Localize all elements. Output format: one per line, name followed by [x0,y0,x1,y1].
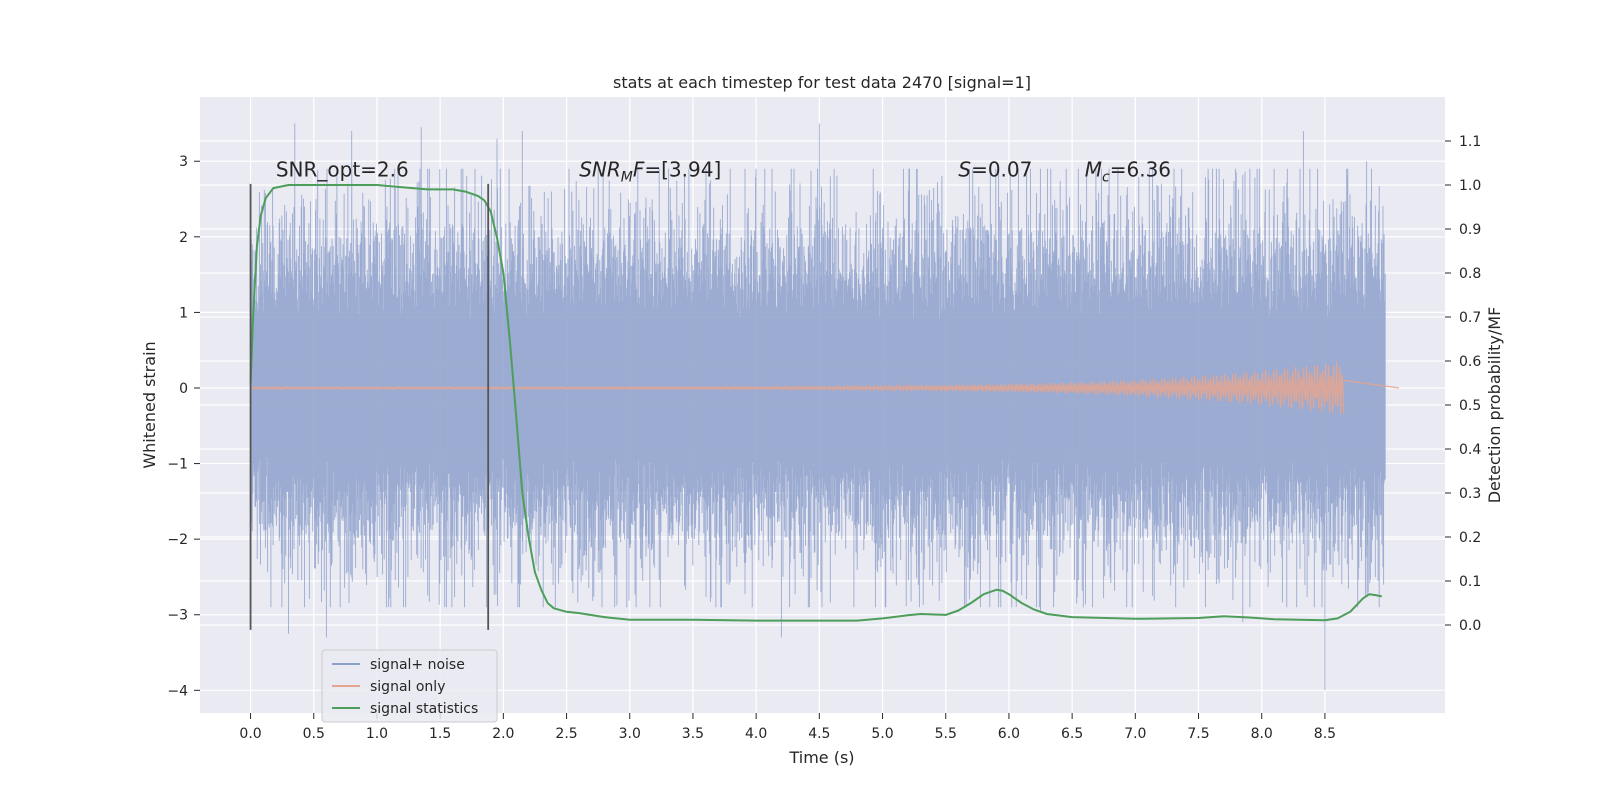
legend-label: signal only [370,679,445,695]
x-tick-label: 6.0 [998,726,1020,742]
legend-box [321,649,498,723]
y-right-tick-label: 0.1 [1459,574,1481,590]
annotations: SNR_opt=2.6 SNRMF=[3.94] S=0.07 Mc=6.36 [276,157,1171,185]
x-tick-label: 8.0 [1251,726,1273,742]
x-tick-label: 1.0 [366,726,388,742]
y-tick-label: 3 [179,154,188,170]
annotation-chirp-mass: Mc=6.36 [1085,157,1171,185]
x-tick-label: 5.0 [871,726,893,742]
x-tick-label: 0.5 [303,726,325,742]
y-right-tick-label: 1.0 [1459,178,1481,194]
vertical-lines [249,183,490,630]
y-right-tick-label: 0.6 [1459,354,1481,370]
y-axis-ticks: −4 −3 −2 −1 0 1 2 3 [167,154,200,699]
y-right-tick-label: 1.1 [1459,134,1481,150]
y-right-tick-label: 0.3 [1459,486,1481,502]
y-tick-label: −3 [167,608,188,624]
y-axis-title: Whitened strain [140,341,159,468]
y-right-tick-label: 0.4 [1459,442,1481,458]
x-tick-label: 0.0 [239,726,261,742]
legend: signal+ noise signal only signal statistic… [321,649,498,723]
y-tick-label: 0 [179,381,188,397]
series-signal-only [250,361,1399,415]
y-tick-label: −4 [167,683,188,699]
legend-label: signal+ noise [370,657,465,673]
y-tick-label: 1 [179,305,188,321]
annotation-snr-opt: SNR_opt=2.6 [276,157,409,181]
x-tick-label: 3.0 [619,726,641,742]
y-tick-label: 2 [179,230,188,246]
y-tick-label: −1 [167,457,188,473]
x-tick-label: 4.5 [808,726,830,742]
legend-label: signal statistics [370,701,478,717]
y-right-tick-label: 0.2 [1459,530,1481,546]
y-right-axis-ticks: 0.0 0.1 0.2 0.3 0.4 0.5 0.6 0.7 0.8 0.9 1.0 1.1 [1445,134,1481,634]
y-right-tick-label: 0.7 [1459,310,1481,326]
x-tick-label: 2.0 [492,726,514,742]
y-right-tick-label: 0.8 [1459,266,1481,282]
x-axis-ticks: 0.0 0.5 1.0 1.5 2.0 2.5 3.0 3.5 4.0 4.5 5.0 5.5 6.0 6… [239,713,1336,742]
x-tick-label: 7.0 [1124,726,1146,742]
x-tick-label: 1.5 [429,726,451,742]
x-tick-label: 5.5 [935,726,957,742]
y-right-tick-label: 0.0 [1459,618,1481,634]
y-right-axis-title: Detection probability/MF [1485,307,1504,504]
y-tick-label: −2 [167,532,188,548]
x-tick-label: 7.5 [1187,726,1209,742]
x-tick-label: 8.5 [1314,726,1336,742]
y-right-tick-label: 0.9 [1459,222,1481,238]
chart-title: stats at each timestep for test data 247… [613,73,1031,92]
x-tick-label: 2.5 [555,726,577,742]
annotation-snr-mf: SNRMF=[3.94] [579,157,721,185]
series-signal-statistics [249,184,1383,622]
y-right-tick-label: 0.5 [1459,398,1481,414]
x-tick-label: 4.0 [745,726,767,742]
x-tick-label: 3.5 [682,726,704,742]
x-axis-title: Time (s) [788,748,854,767]
annotation-spin: S=0.07 [958,157,1032,181]
x-tick-label: 6.5 [1061,726,1083,742]
